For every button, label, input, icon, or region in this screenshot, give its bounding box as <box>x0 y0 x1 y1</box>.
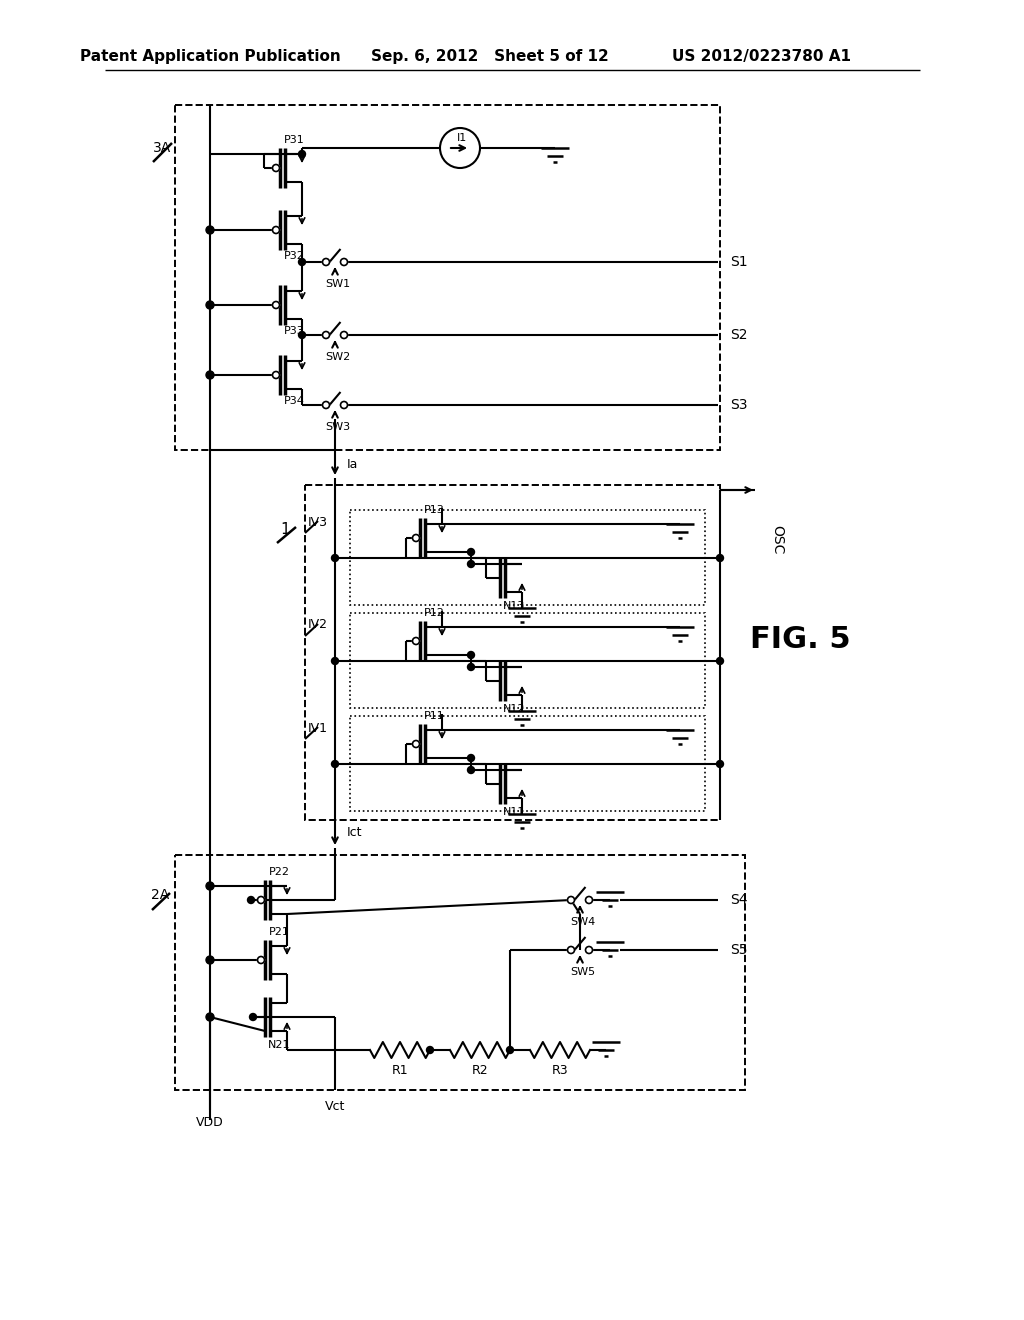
Text: IV2: IV2 <box>308 619 328 631</box>
Text: SW4: SW4 <box>570 917 596 927</box>
Circle shape <box>586 946 593 953</box>
Text: IV3: IV3 <box>308 516 328 528</box>
Text: 2A: 2A <box>151 888 169 902</box>
Text: R1: R1 <box>392 1064 409 1077</box>
Circle shape <box>413 638 420 644</box>
Text: US 2012/0223780 A1: US 2012/0223780 A1 <box>673 49 852 65</box>
Circle shape <box>341 401 347 408</box>
Circle shape <box>468 652 474 659</box>
Bar <box>305 484 720 820</box>
Circle shape <box>257 957 264 964</box>
Circle shape <box>586 896 593 903</box>
Text: S2: S2 <box>730 327 748 342</box>
Circle shape <box>717 760 724 767</box>
Circle shape <box>468 767 474 774</box>
Circle shape <box>468 755 474 762</box>
Circle shape <box>323 259 330 265</box>
Text: 3A: 3A <box>153 141 171 154</box>
Text: OSC: OSC <box>770 525 784 554</box>
Text: P13: P13 <box>424 506 444 515</box>
Text: S1: S1 <box>730 255 748 269</box>
Circle shape <box>206 882 214 890</box>
Text: Ict: Ict <box>347 826 362 840</box>
Text: 1: 1 <box>281 523 290 537</box>
Text: S5: S5 <box>730 942 748 957</box>
Circle shape <box>468 561 474 568</box>
Text: N12: N12 <box>503 704 525 714</box>
Circle shape <box>323 401 330 408</box>
Text: S3: S3 <box>730 399 748 412</box>
Text: P12: P12 <box>424 609 444 618</box>
Bar <box>350 612 705 708</box>
Circle shape <box>272 165 280 172</box>
Circle shape <box>341 331 347 338</box>
Bar <box>175 855 745 1090</box>
Circle shape <box>257 896 264 903</box>
Circle shape <box>299 331 305 338</box>
Circle shape <box>341 259 347 265</box>
Circle shape <box>206 1012 214 1020</box>
Circle shape <box>206 301 214 309</box>
Text: R2: R2 <box>472 1064 488 1077</box>
Bar <box>350 510 705 605</box>
Text: Ia: Ia <box>347 458 358 470</box>
Circle shape <box>427 1047 433 1053</box>
Circle shape <box>332 554 339 561</box>
Text: SW3: SW3 <box>326 422 350 432</box>
Circle shape <box>272 371 280 379</box>
Circle shape <box>413 741 420 747</box>
Bar <box>350 715 705 810</box>
Circle shape <box>299 259 305 265</box>
Text: IV1: IV1 <box>308 722 328 734</box>
Text: S4: S4 <box>730 894 748 907</box>
Text: N13: N13 <box>503 601 525 611</box>
Circle shape <box>248 896 255 903</box>
Text: R3: R3 <box>552 1064 568 1077</box>
Text: N21: N21 <box>267 1040 290 1049</box>
Circle shape <box>507 1047 513 1053</box>
Circle shape <box>323 331 330 338</box>
Text: N11: N11 <box>503 807 525 817</box>
Text: P33: P33 <box>284 326 304 337</box>
Text: SW2: SW2 <box>326 352 350 362</box>
Text: Vct: Vct <box>325 1101 345 1114</box>
Text: VDD: VDD <box>197 1115 224 1129</box>
Circle shape <box>250 1014 256 1020</box>
Circle shape <box>468 549 474 556</box>
Text: P11: P11 <box>424 711 444 721</box>
Text: P31: P31 <box>284 135 304 145</box>
Circle shape <box>567 946 574 953</box>
Text: P34: P34 <box>284 396 304 407</box>
Circle shape <box>206 371 214 379</box>
Text: SW5: SW5 <box>570 968 596 977</box>
Bar <box>175 106 720 450</box>
Circle shape <box>717 657 724 664</box>
Text: I1: I1 <box>457 133 467 143</box>
Circle shape <box>299 150 305 157</box>
Circle shape <box>413 535 420 541</box>
Circle shape <box>468 664 474 671</box>
Circle shape <box>332 657 339 664</box>
Circle shape <box>567 896 574 903</box>
Text: P32: P32 <box>284 251 304 261</box>
Text: Patent Application Publication: Patent Application Publication <box>80 49 340 65</box>
Text: SW1: SW1 <box>326 279 350 289</box>
Circle shape <box>332 760 339 767</box>
Text: P22: P22 <box>268 867 290 876</box>
Circle shape <box>206 226 214 234</box>
Circle shape <box>272 301 280 309</box>
Circle shape <box>206 956 214 964</box>
Text: FIG. 5: FIG. 5 <box>750 626 850 655</box>
Text: P21: P21 <box>268 927 290 937</box>
Circle shape <box>272 227 280 234</box>
Text: Sep. 6, 2012   Sheet 5 of 12: Sep. 6, 2012 Sheet 5 of 12 <box>371 49 609 65</box>
Circle shape <box>717 554 724 561</box>
